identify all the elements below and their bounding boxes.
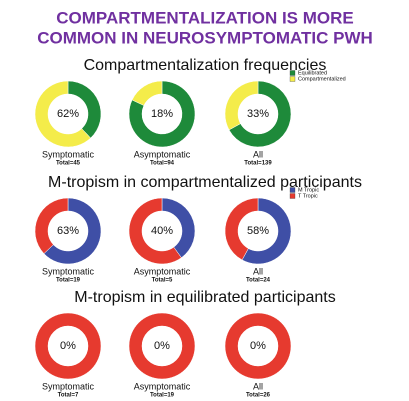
category-label: Symptomatic <box>42 381 95 391</box>
total-label: Total=19 <box>150 393 175 399</box>
donut-segment <box>34 80 91 148</box>
legend-label: Equilibrated <box>298 70 327 76</box>
donut-hole <box>238 211 278 251</box>
donut-hole <box>48 211 88 251</box>
category-label: All <box>253 381 263 391</box>
donut-hole <box>238 326 278 366</box>
slide-title: COMPARTMENTALIZATION IS MORE <box>56 8 353 27</box>
total-label: Total=7 <box>58 393 79 399</box>
donut-hole <box>48 326 88 366</box>
center-label: 0% <box>60 340 76 352</box>
total-label: Total=139 <box>244 161 272 167</box>
total-label: Total=19 <box>56 278 81 284</box>
total-label: Total=94 <box>150 161 175 167</box>
legend-label: M Tropic <box>298 187 319 193</box>
donut-hole <box>238 94 278 134</box>
center-label: 40% <box>151 225 173 237</box>
category-label: Asymptomatic <box>134 381 191 391</box>
total-label: Total=45 <box>56 161 81 167</box>
center-label: 0% <box>154 340 170 352</box>
donut-hole <box>142 211 182 251</box>
center-label: 63% <box>57 225 79 237</box>
total-label: Total=26 <box>246 393 271 399</box>
donut-segment <box>34 197 69 254</box>
category-label: Symptomatic <box>42 266 95 276</box>
legend-label: T Tropic <box>298 193 318 199</box>
donut-hole <box>142 326 182 366</box>
section-title: M-tropism in compartmentalized participa… <box>48 174 362 191</box>
category-label: All <box>253 266 263 276</box>
center-label: 58% <box>247 225 269 237</box>
category-label: Asymptomatic <box>134 149 191 159</box>
legend-swatch <box>289 193 296 199</box>
donut-hole <box>48 94 88 134</box>
center-label: 18% <box>151 108 173 120</box>
total-label: Total=5 <box>152 278 173 284</box>
donut-hole <box>142 94 182 134</box>
category-label: Asymptomatic <box>134 266 191 276</box>
legend-swatch <box>289 76 296 82</box>
total-label: Total=24 <box>246 278 271 284</box>
legend-label: Compartmentalized <box>298 76 346 82</box>
legend-swatch <box>289 187 296 193</box>
center-label: 0% <box>250 340 266 352</box>
center-label: 62% <box>57 108 79 120</box>
section-title: M-tropism in equilibrated participants <box>74 289 335 306</box>
category-label: Symptomatic <box>42 149 95 159</box>
legend-swatch <box>289 70 296 76</box>
section-title: Compartmentalization frequencies <box>84 57 327 74</box>
category-label: All <box>253 149 263 159</box>
center-label: 33% <box>247 108 269 120</box>
slide-title: COMMON IN NEUROSYMPTOMATIC PWH <box>37 28 373 47</box>
